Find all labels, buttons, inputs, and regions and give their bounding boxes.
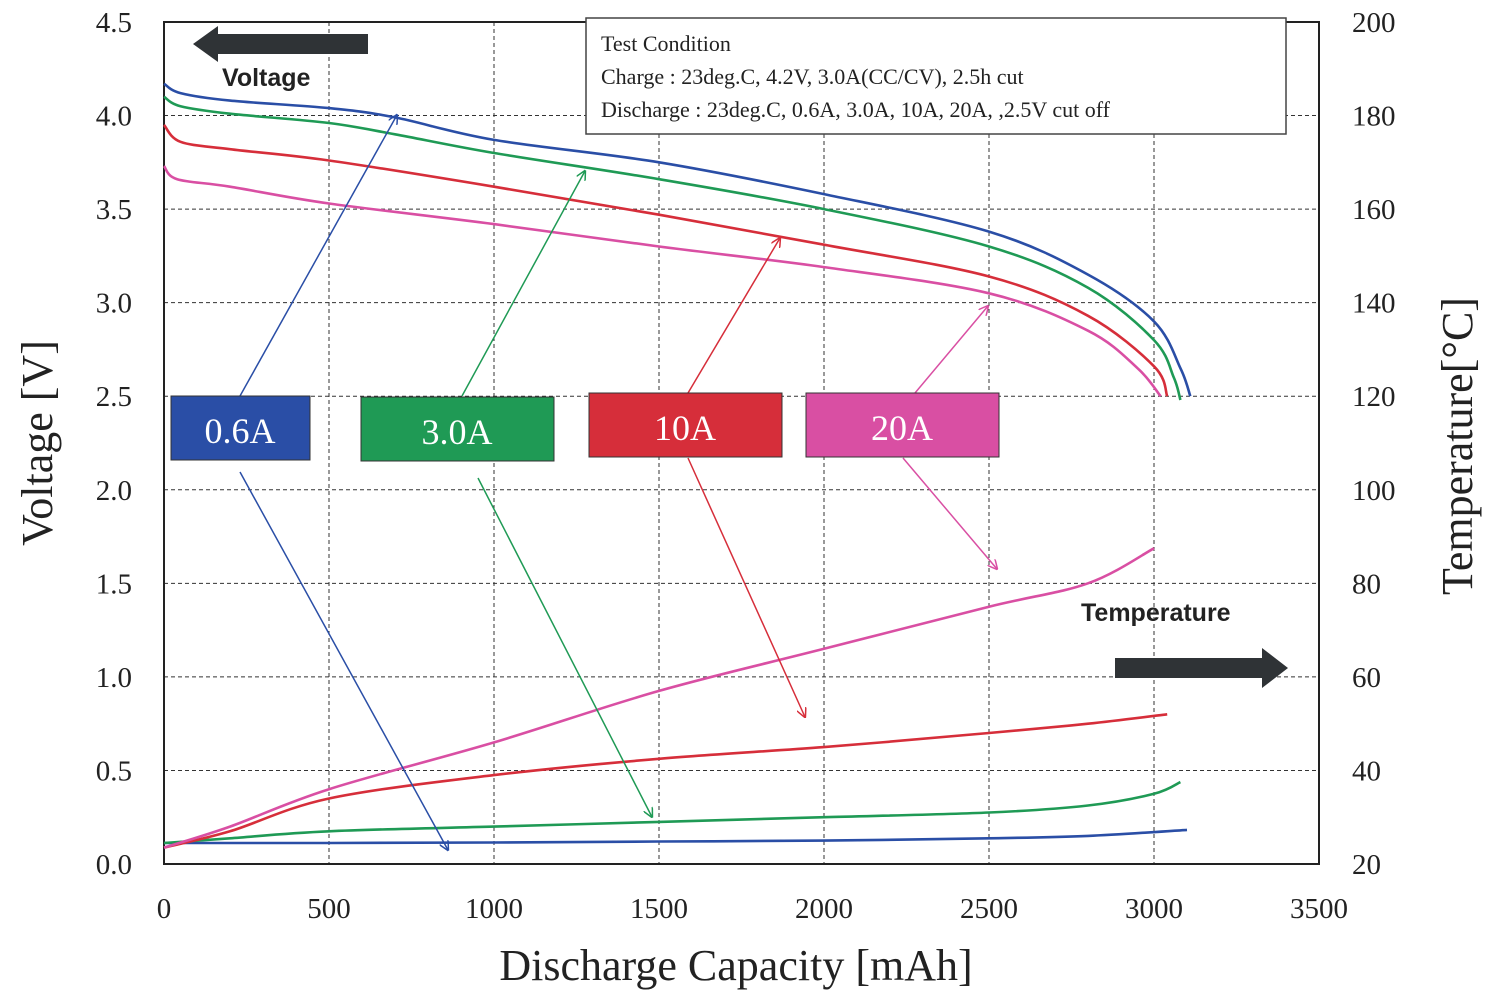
temperature-arrow: Temperature bbox=[1081, 599, 1288, 688]
x-tick-label: 0 bbox=[157, 893, 172, 925]
y-right-tick-label: 20 bbox=[1352, 849, 1381, 881]
x-tick-label: 1500 bbox=[630, 893, 688, 925]
voltage-arrow-label: Voltage bbox=[222, 64, 311, 92]
x-tick-labels: 0 500 1000 1500 2000 2500 3000 3500 bbox=[157, 893, 1348, 925]
y-left-tick-label: 3.5 bbox=[96, 194, 132, 226]
pointer-10a-temperature bbox=[687, 457, 805, 717]
voltage-arrow: Voltage bbox=[193, 26, 368, 92]
y-left-tick-label: 0.5 bbox=[96, 755, 132, 787]
x-tick-label: 3000 bbox=[1125, 893, 1183, 925]
test-condition-box: Test Condition Charge : 23deg.C, 4.2V, 3… bbox=[585, 17, 1287, 135]
x-tick-label: 1000 bbox=[465, 893, 523, 925]
y-left-tick-label: 4.0 bbox=[96, 101, 132, 133]
x-tick-label: 3500 bbox=[1290, 893, 1348, 925]
pointer-0-6a-temperature bbox=[239, 471, 448, 850]
pointer-20a-temperature bbox=[902, 457, 997, 569]
test-condition-title: Test Condition bbox=[601, 31, 731, 56]
y-left-tick-label: 2.5 bbox=[96, 381, 132, 413]
y-left-tick-label: 2.0 bbox=[96, 475, 132, 507]
test-condition-discharge: Discharge : 23deg.C, 0.6A, 3.0A, 10A, 20… bbox=[601, 97, 1111, 122]
y-left-tick-label: 1.0 bbox=[96, 662, 132, 694]
temperature-line-0-6a bbox=[164, 828, 1188, 845]
x-tick-label: 2500 bbox=[960, 893, 1018, 925]
badge-3-0a bbox=[360, 396, 555, 462]
pointer-10a-voltage bbox=[687, 238, 780, 394]
y-left-tick-label: 3.0 bbox=[96, 288, 132, 320]
voltage-line-10a bbox=[162, 123, 1169, 397]
test-condition-frame bbox=[585, 17, 1287, 135]
y-right-tick-label: 100 bbox=[1352, 475, 1396, 507]
series-lines bbox=[162, 82, 1192, 849]
x-tick-label: 2000 bbox=[795, 893, 853, 925]
y-left-axis-title: Voltage [V] bbox=[13, 340, 62, 546]
x-tick-label: 500 bbox=[307, 893, 351, 925]
badge-20a-label: 20A bbox=[871, 408, 933, 448]
y-right-tick-label: 140 bbox=[1352, 288, 1396, 320]
badge-10a-label: 10A bbox=[654, 408, 716, 448]
voltage-arrow-shape bbox=[193, 26, 368, 62]
voltage-line-0-6a bbox=[163, 82, 1192, 397]
x-axis-title: Discharge Capacity [mAh] bbox=[499, 941, 972, 990]
badge-0-6a-label: 0.6A bbox=[205, 411, 276, 451]
y-right-tick-label: 160 bbox=[1352, 194, 1396, 226]
voltage-line-20a bbox=[162, 165, 1162, 398]
y-right-tick-label: 40 bbox=[1352, 755, 1381, 787]
pointer-0-6a-voltage bbox=[239, 115, 397, 397]
y-right-tick-label: 180 bbox=[1352, 101, 1396, 133]
pointer-3-0a-temperature bbox=[477, 477, 652, 817]
temperature-arrow-label: Temperature bbox=[1081, 599, 1231, 627]
y-right-tick-labels: 20 40 60 80 100 120 140 160 180 200 bbox=[1352, 7, 1396, 881]
pointer-3-0a-voltage bbox=[461, 171, 585, 397]
temperature-line-20a bbox=[163, 547, 1155, 849]
y-left-tick-label: 1.5 bbox=[96, 568, 132, 600]
y-left-tick-labels: 0.0 0.5 1.0 1.5 2.0 2.5 3.0 3.5 4.0 4.5 bbox=[96, 7, 132, 881]
y-left-tick-label: 4.5 bbox=[96, 7, 132, 39]
y-right-tick-label: 120 bbox=[1352, 381, 1396, 413]
temperature-line-3-0a bbox=[163, 780, 1181, 845]
y-right-tick-label: 200 bbox=[1352, 7, 1396, 39]
voltage-line-3-0a bbox=[163, 95, 1182, 401]
y-right-tick-label: 80 bbox=[1352, 568, 1381, 600]
badge-10a bbox=[588, 392, 783, 458]
temperature-line-10a bbox=[163, 713, 1168, 849]
temperature-arrow-shape bbox=[1115, 648, 1288, 688]
series-badges: 0.6A 3.0A 10A 20A bbox=[170, 392, 1000, 462]
pointer-arrows bbox=[239, 115, 997, 850]
badge-20a bbox=[805, 392, 1000, 458]
badge-3-0a-label: 3.0A bbox=[422, 412, 493, 452]
y-right-tick-label: 60 bbox=[1352, 662, 1381, 694]
test-condition-charge: Charge : 23deg.C, 4.2V, 3.0A(CC/CV), 2.5… bbox=[601, 64, 1024, 89]
y-left-tick-label: 0.0 bbox=[96, 849, 132, 881]
badge-0-6a bbox=[170, 395, 311, 461]
y-right-axis-title: Temperature[°C] bbox=[1433, 297, 1482, 595]
pointer-20a-voltage bbox=[914, 306, 988, 394]
